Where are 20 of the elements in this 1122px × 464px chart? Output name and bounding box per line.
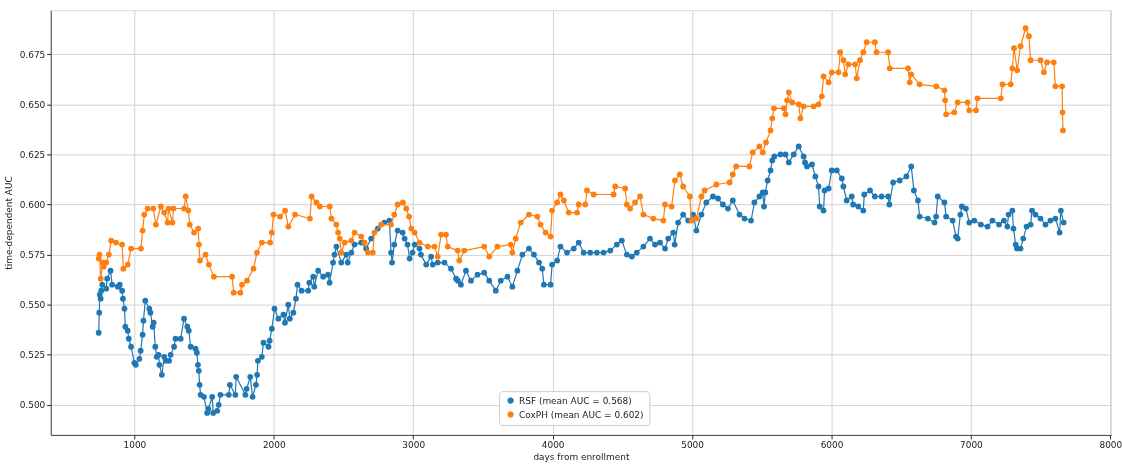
x-tick-label: 8000 — [1099, 440, 1122, 451]
y-tick-label: 0.575 — [19, 250, 46, 261]
y-tick-label: 0.525 — [19, 350, 46, 361]
y-tick-label: 0.650 — [19, 99, 46, 110]
x-tick-label: 2000 — [262, 440, 286, 451]
y-tick-label: 0.500 — [19, 400, 46, 411]
x-tick-label: 7000 — [960, 440, 984, 451]
y-axis-title: time-dependent AUC — [3, 176, 14, 270]
x-tick-label: 4000 — [541, 440, 565, 451]
y-tick-label: 0.675 — [19, 49, 46, 60]
x-tick-label: 3000 — [402, 440, 426, 451]
x-axis-title: days from enrollment — [533, 452, 630, 463]
x-tick-label: 1000 — [123, 440, 147, 451]
legend-label: RSF (mean AUC = 0.568) — [519, 395, 632, 406]
y-tick-label: 0.625 — [19, 149, 46, 160]
legend-label: CoxPH (mean AUC = 0.602) — [519, 409, 644, 420]
y-tick-label: 0.600 — [19, 200, 46, 210]
y-tick-label: 0.550 — [19, 300, 46, 311]
x-tick-label: 5000 — [681, 440, 705, 451]
x-tick-label: 6000 — [820, 440, 844, 451]
